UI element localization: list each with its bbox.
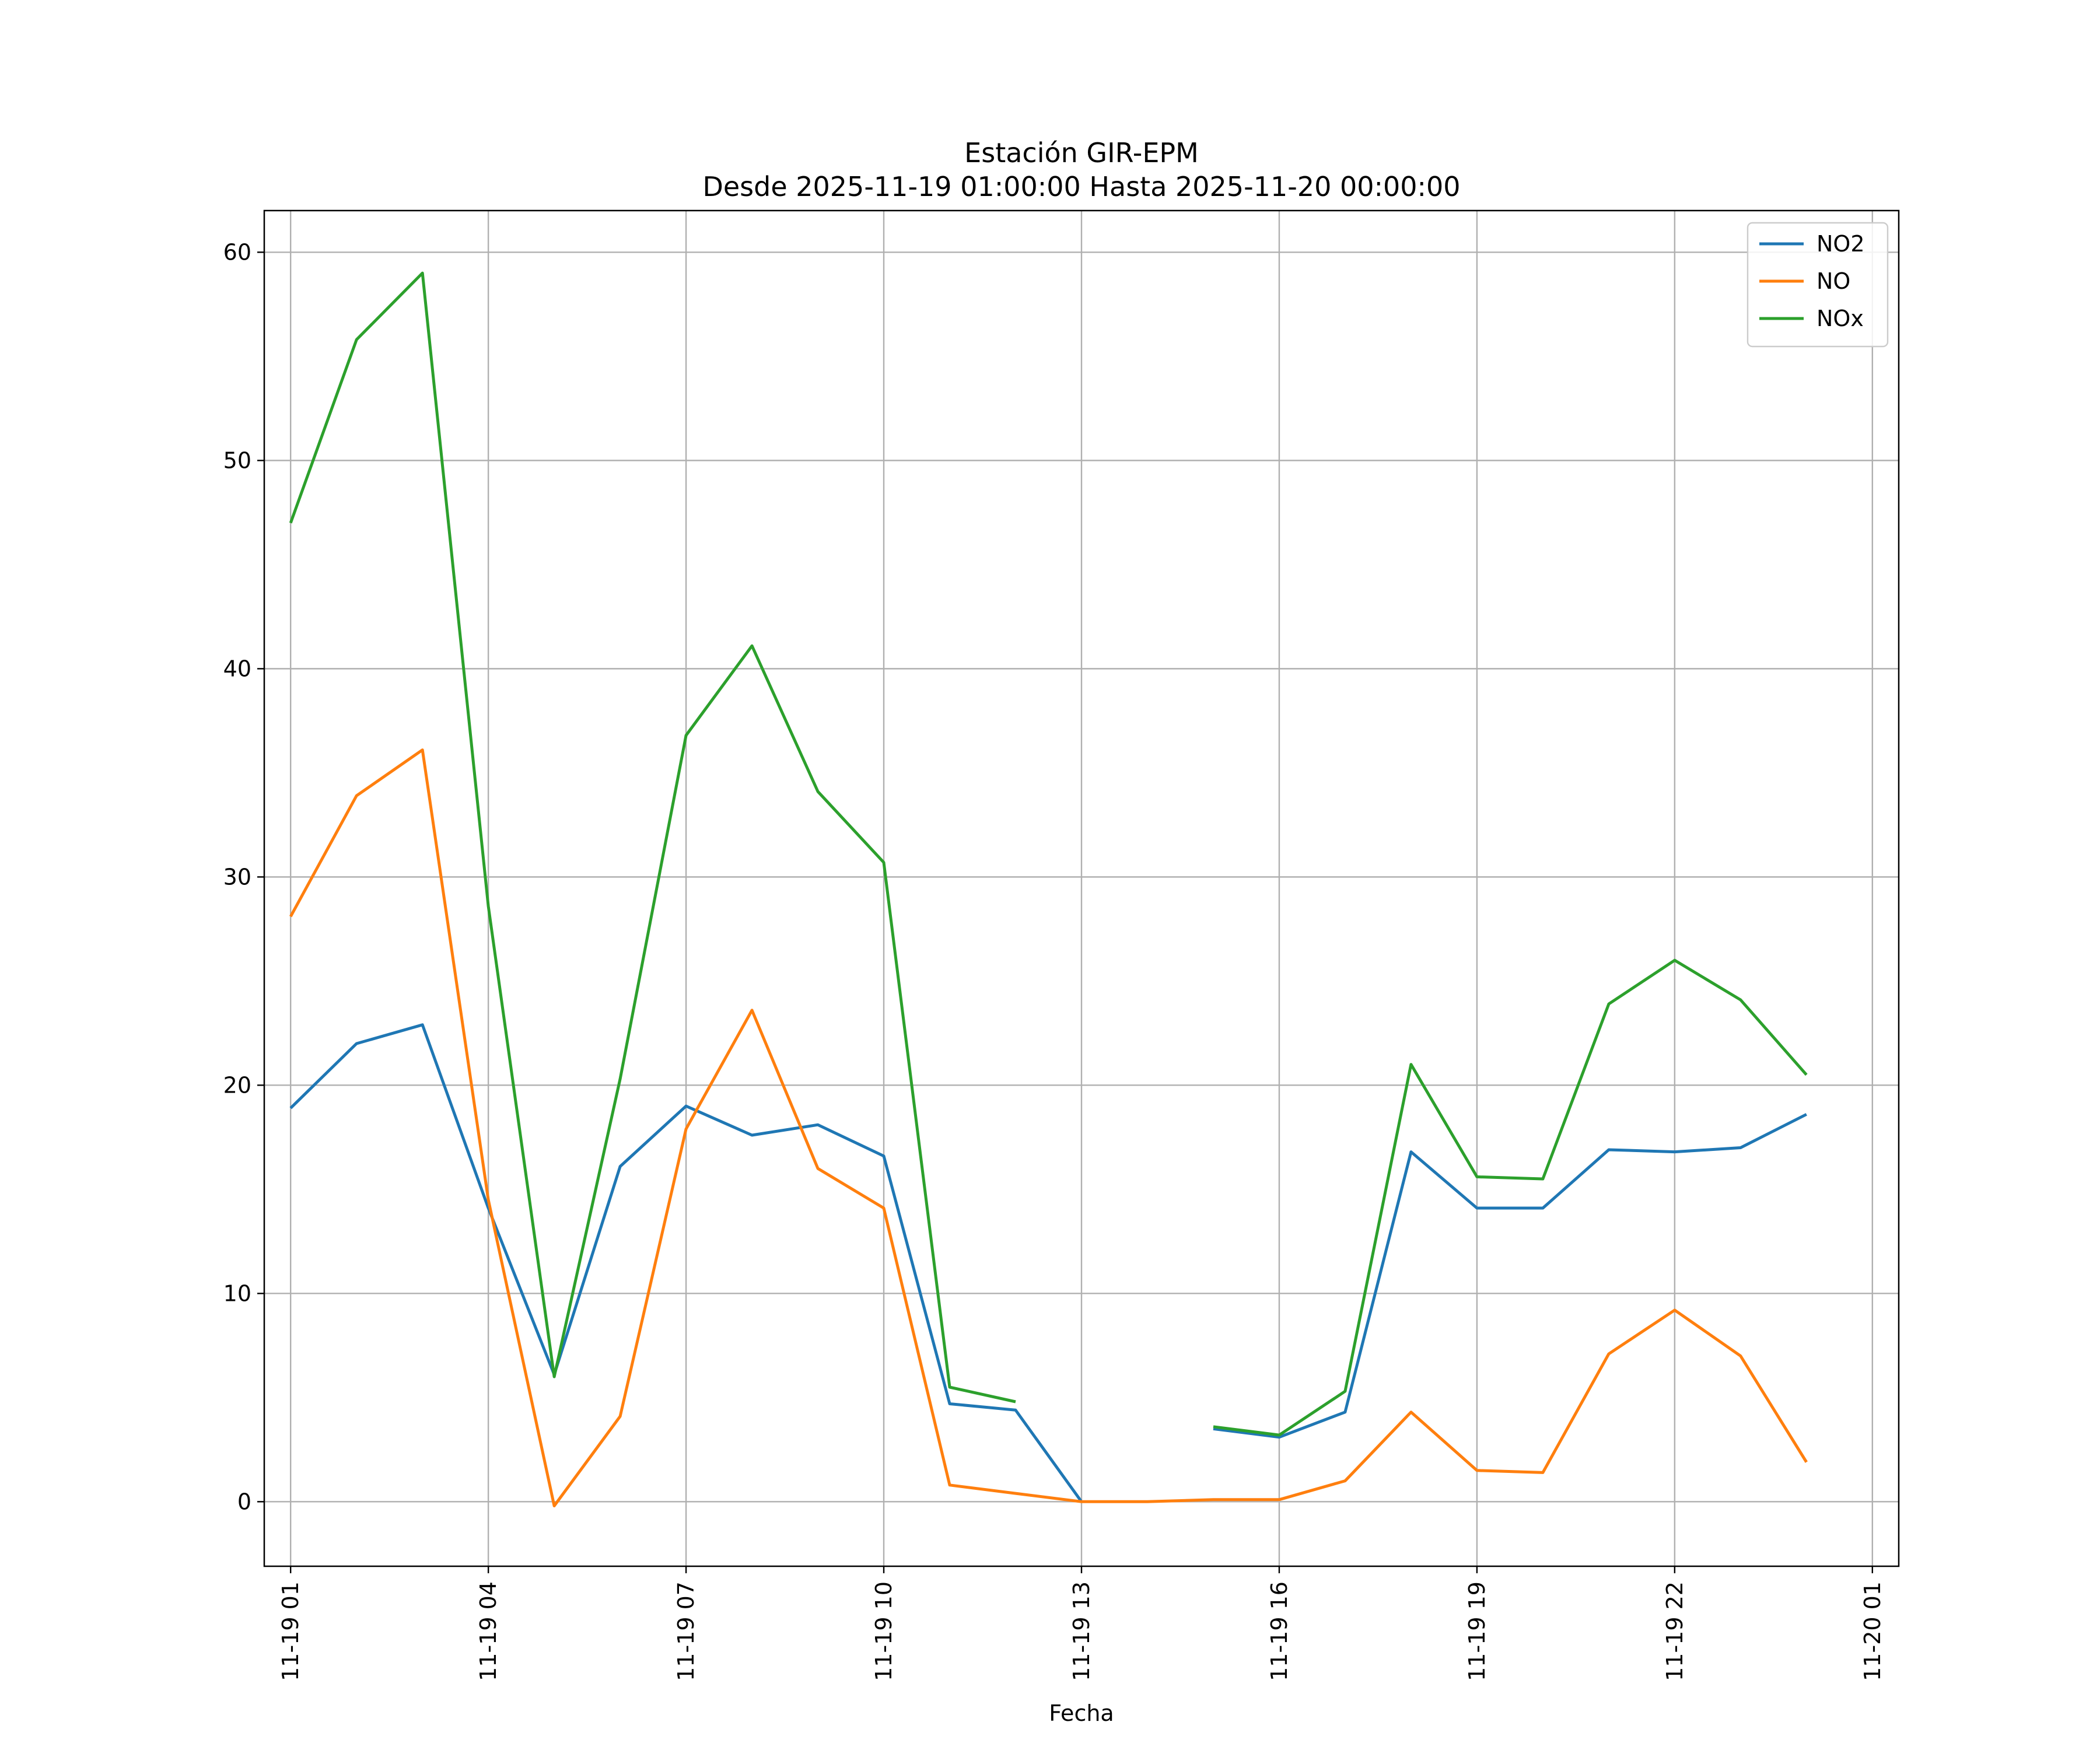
legend-label: NO2: [1817, 231, 1865, 257]
legend-item-no: NO: [1759, 268, 1850, 294]
y-tick-label: 30: [223, 864, 251, 890]
x-axis-label: Fecha: [1049, 1700, 1114, 1726]
legend-box: [1746, 222, 1889, 348]
legend-item-no2: NO2: [1759, 231, 1865, 257]
x-tick-label: 11-19 07: [673, 1581, 699, 1681]
legend-label: NO: [1817, 268, 1850, 294]
x-tick-label: 11-19 04: [475, 1581, 501, 1681]
x-tick-label: 11-19 22: [1662, 1581, 1688, 1681]
legend-label: NOx: [1817, 306, 1864, 331]
y-tick-label: 0: [237, 1489, 251, 1514]
chart-title: Estación GIR-EPM: [964, 137, 1199, 169]
series-path: [289, 1023, 1807, 1503]
series-path: [289, 748, 1808, 1507]
grid-layer: [264, 211, 1899, 1566]
x-tick-label: 11-19 16: [1266, 1581, 1292, 1681]
legend-item-nox: NOx: [1759, 306, 1864, 331]
y-tick-label: 10: [223, 1280, 251, 1306]
x-tick-label: 11-19 13: [1069, 1581, 1094, 1681]
x-tick-label: 11-19 10: [871, 1581, 897, 1681]
legend: NO2 NO NOx: [1746, 222, 1889, 348]
series-path: [289, 271, 1808, 1437]
plot-area: 11-19 01 11-19 04 11-19 07 11-19 10 11-19 13…: [223, 209, 1900, 1681]
y-axis: 0 10 20 30 40 50 60: [223, 239, 264, 1514]
x-tick-label: 11-19 01: [278, 1581, 303, 1681]
y-tick-label: 40: [223, 656, 251, 681]
series-layer: [289, 271, 1808, 1507]
x-tick-label: 11-20 01: [1860, 1581, 1885, 1681]
x-tick-label: 11-19 19: [1464, 1581, 1490, 1681]
x-axis: 11-19 01 11-19 04 11-19 07 11-19 10 11-19 13…: [278, 1566, 1885, 1681]
y-tick-label: 60: [223, 239, 251, 265]
series-no2-line: [289, 1023, 1807, 1503]
series-nox-line: [289, 271, 1808, 1437]
y-tick-label: 20: [223, 1072, 251, 1098]
series-no-line: [289, 748, 1808, 1507]
chart-subtitle: Desde 2025-11-19 01:00:00 Hasta 2025-11-…: [702, 171, 1460, 202]
y-tick-label: 50: [223, 447, 251, 473]
